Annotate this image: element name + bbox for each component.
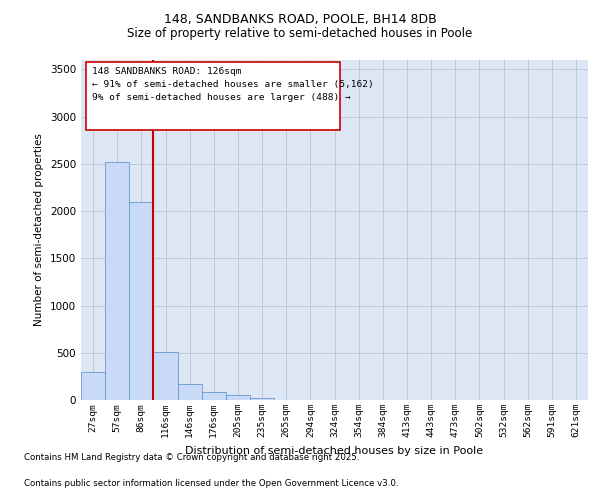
Bar (129, 202, 154, 400)
Bar (81, 372, 105, 400)
Bar (178, 384, 202, 400)
Bar (226, 396, 250, 400)
Bar (250, 398, 274, 400)
Text: Size of property relative to semi-detached houses in Poole: Size of property relative to semi-detach… (127, 28, 473, 40)
X-axis label: Distribution of semi-detached houses by size in Poole: Distribution of semi-detached houses by … (185, 446, 484, 456)
Text: Contains public sector information licensed under the Open Government Licence v3: Contains public sector information licen… (24, 478, 398, 488)
Bar (154, 352, 178, 400)
Text: 148, SANDBANKS ROAD, POOLE, BH14 8DB: 148, SANDBANKS ROAD, POOLE, BH14 8DB (164, 12, 436, 26)
Text: 148 SANDBANKS ROAD: 126sqm
← 91% of semi-detached houses are smaller (5,162)
9% : 148 SANDBANKS ROAD: 126sqm ← 91% of semi… (92, 67, 374, 102)
Bar (202, 392, 226, 400)
FancyBboxPatch shape (86, 62, 340, 130)
Y-axis label: Number of semi-detached properties: Number of semi-detached properties (34, 134, 44, 326)
Text: Contains HM Land Registry data © Crown copyright and database right 2025.: Contains HM Land Registry data © Crown c… (24, 454, 359, 462)
Bar (105, 162, 129, 400)
